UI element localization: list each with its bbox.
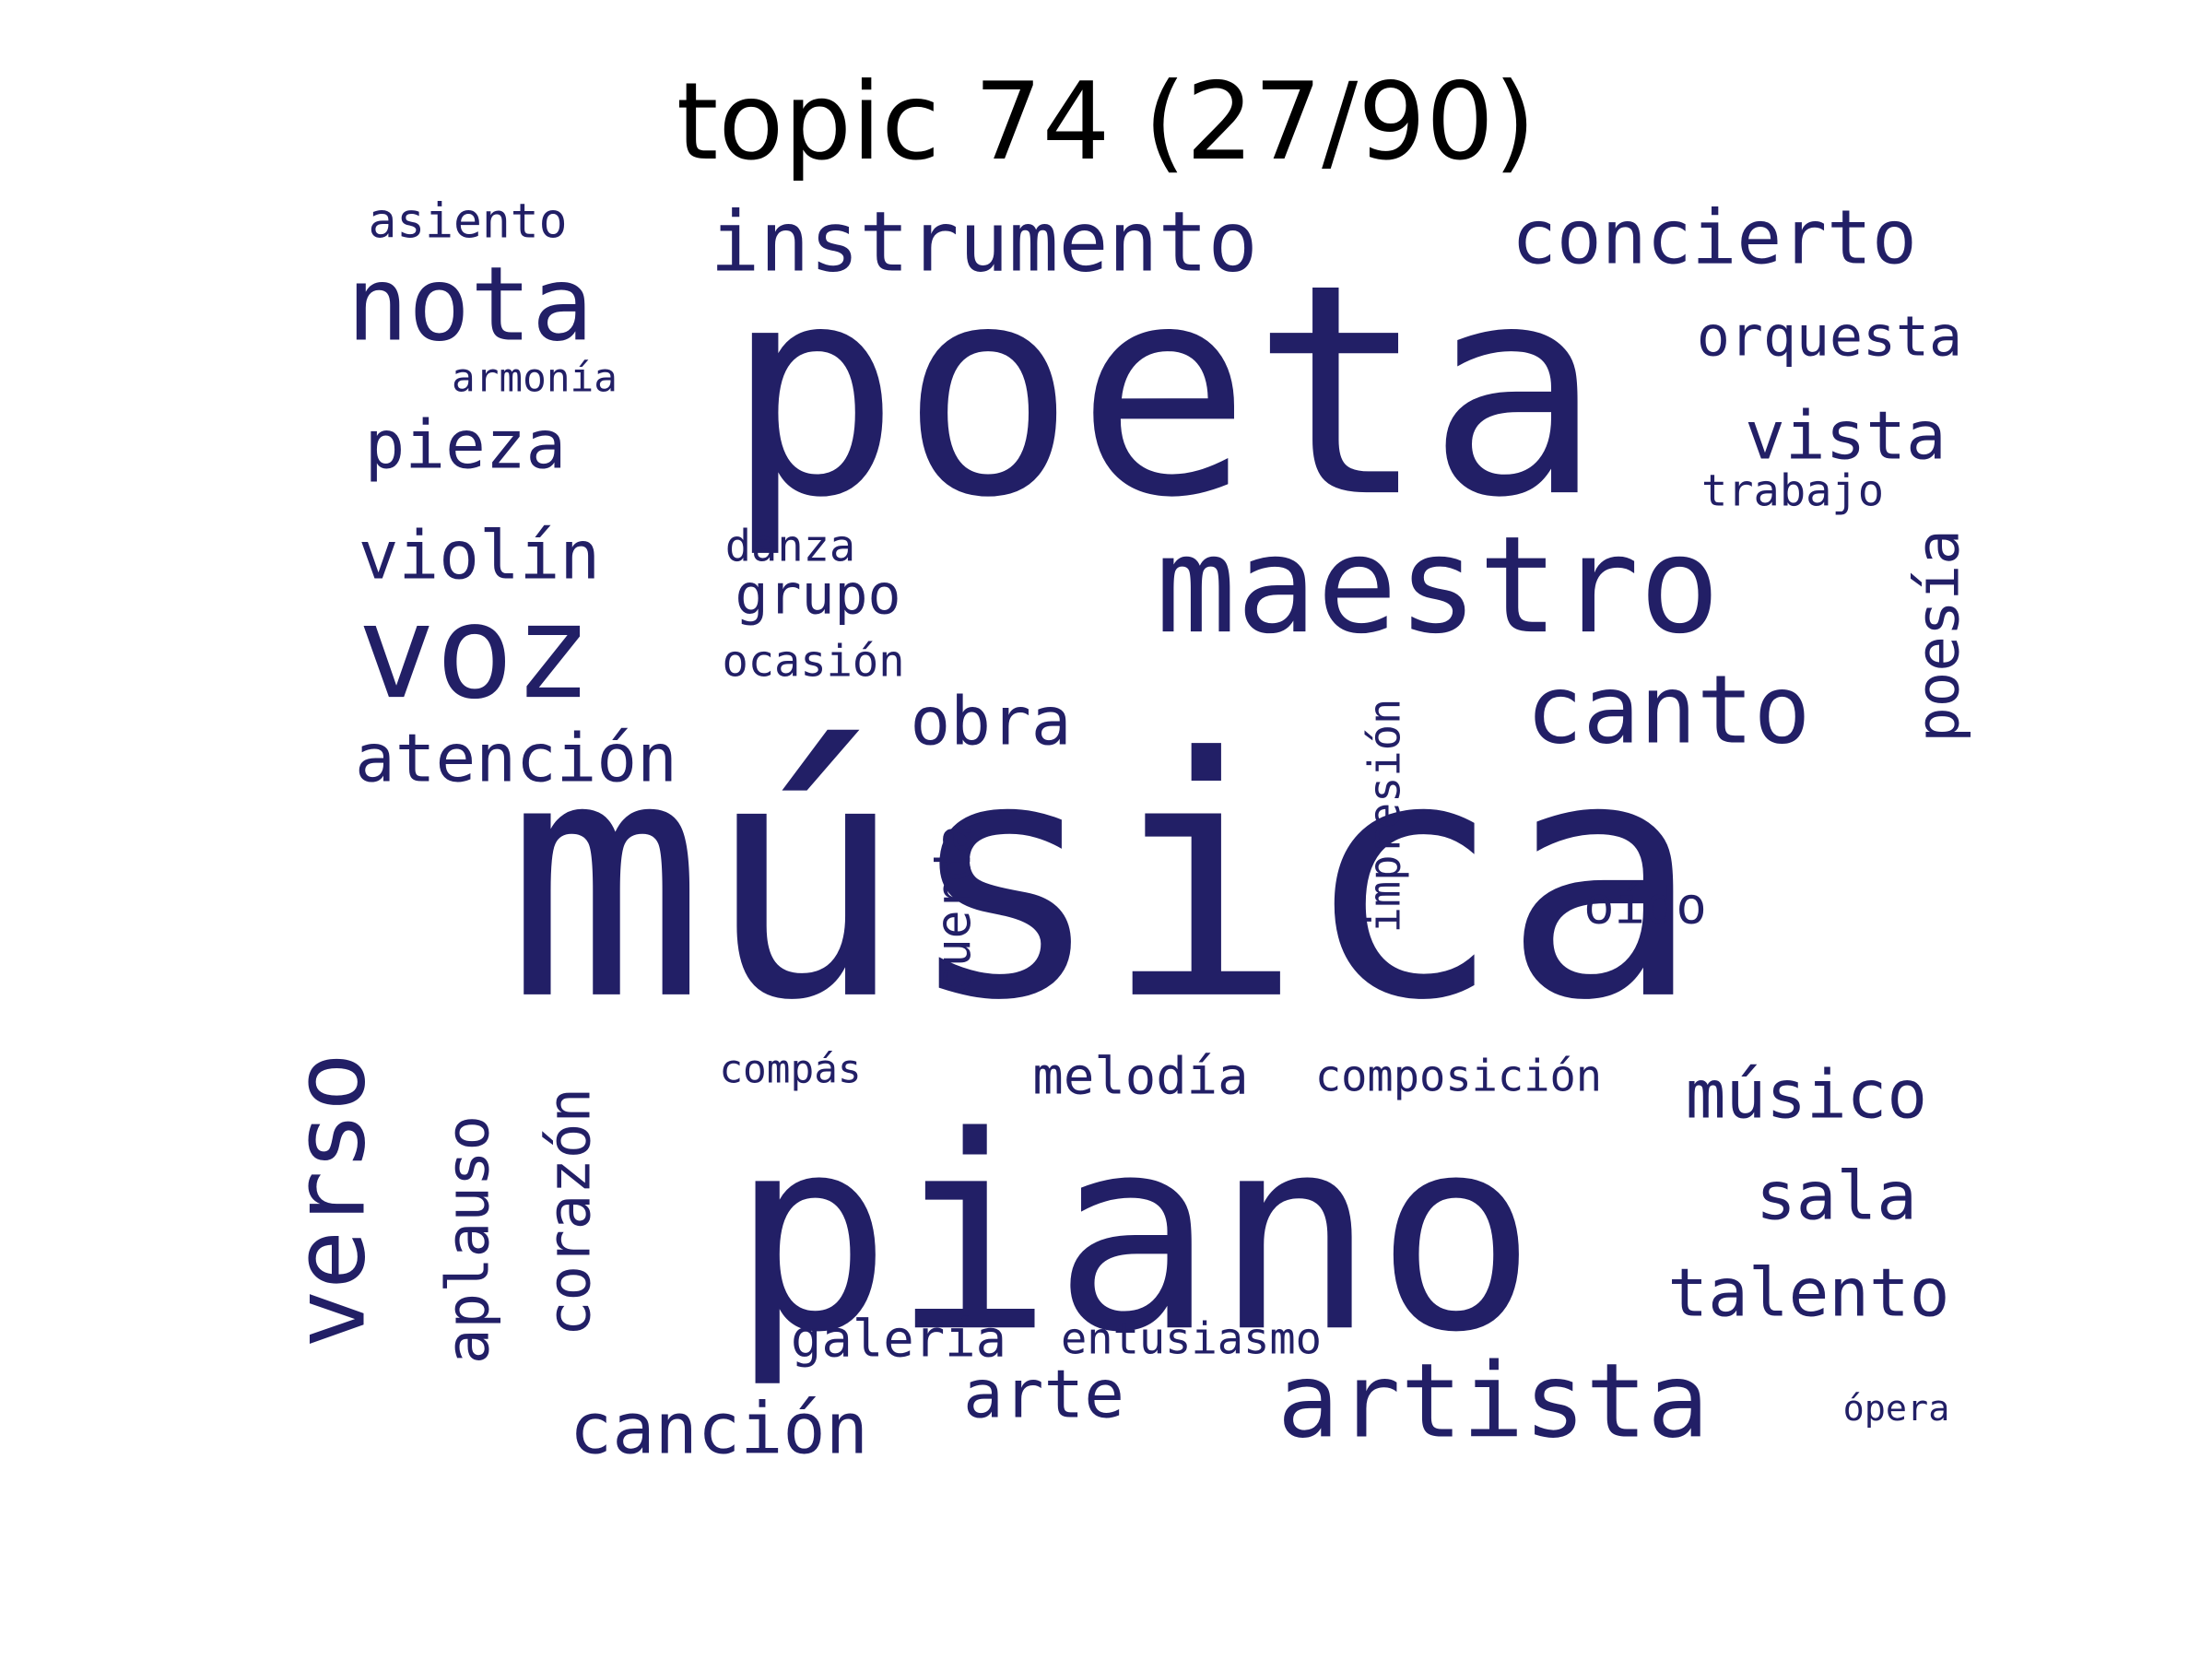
cloud-word: maestro [1156,508,1720,664]
cloud-word: música [506,688,1701,1073]
cloud-word: violín [359,518,600,595]
cloud-word: artista [1277,1342,1709,1461]
cloud-word: talento [1667,1255,1949,1333]
cloud-word: impresión [1360,699,1411,934]
cloud-word: arte [963,1357,1124,1434]
cloud-word: corazón [536,1088,605,1336]
cloud-word: canto [1526,655,1811,765]
cloud-word: pieza [365,407,567,485]
cloud-word: galería [791,1310,1006,1370]
cloud-word: poesía [1905,529,1973,743]
cloud-word: nota [347,245,594,364]
cloud-word: ocasión [722,637,904,688]
cloud-word: instrumento [710,194,1257,290]
cloud-word: entusiasmo [1061,1314,1322,1365]
cloud-word: oído [1583,877,1707,936]
cloud-word: voz [358,577,593,728]
cloud-word: grupo [735,563,900,628]
cloud-word: compás [719,1047,861,1093]
cloud-word: piano [731,1078,1537,1391]
cloud-word: asiento [368,194,567,250]
cloud-word: canción [570,1389,868,1471]
cloud-word: melodía [1032,1047,1248,1107]
cloud-title: topic 74 (27/90) [676,60,1536,184]
cloud-word: vista [1745,398,1947,476]
cloud-word: atención [355,721,677,798]
cloud-word: trabajo [1701,466,1884,517]
cloud-word: poeta [725,221,1603,561]
cloud-word: composición [1315,1052,1602,1102]
cloud-word: armonía [452,356,618,402]
cloud-word: ópera [1843,1388,1950,1430]
cloud-word: sala [1756,1159,1917,1236]
cloud-word: danza [725,522,855,572]
cloud-word: obra [911,684,1072,761]
cloud-word: concierto [1512,195,1917,282]
cloud-word: verso [273,1053,387,1349]
cloud-word: orquesta [1697,305,1962,370]
cloud-word: cuerda [927,825,982,995]
cloud-word: músico [1686,1057,1927,1135]
cloud-word: aplauso [435,1115,503,1364]
